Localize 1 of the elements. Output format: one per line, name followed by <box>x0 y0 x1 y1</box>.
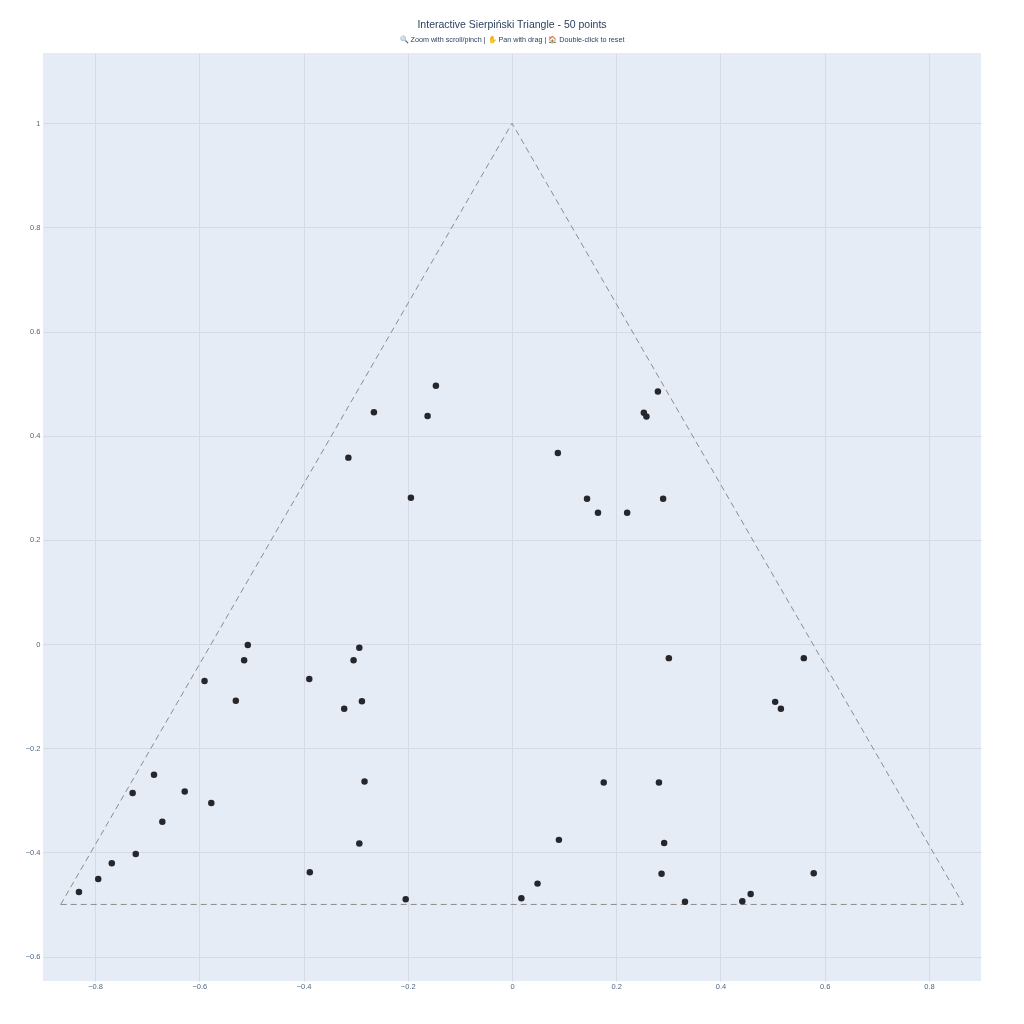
chart-title: Interactive Sierpiński Triangle - 50 points <box>417 18 607 31</box>
